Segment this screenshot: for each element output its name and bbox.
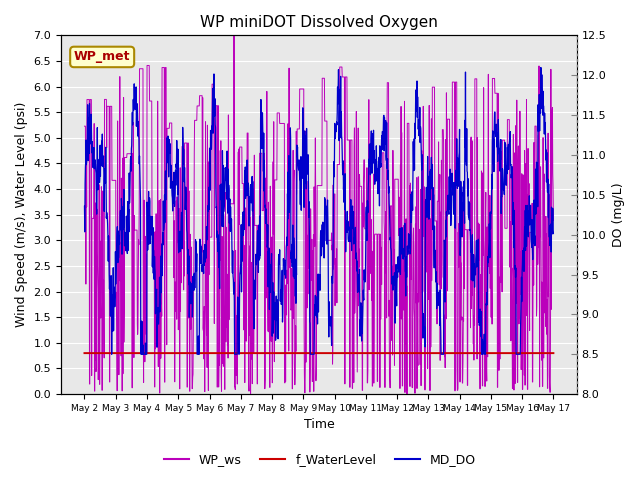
X-axis label: Time: Time (303, 419, 334, 432)
Y-axis label: DO (mg/L): DO (mg/L) (612, 182, 625, 247)
Y-axis label: Wind Speed (m/s), Water Level (psi): Wind Speed (m/s), Water Level (psi) (15, 102, 28, 327)
Text: WP_met: WP_met (74, 50, 131, 63)
Title: WP miniDOT Dissolved Oxygen: WP miniDOT Dissolved Oxygen (200, 15, 438, 30)
Legend: WP_ws, f_WaterLevel, MD_DO: WP_ws, f_WaterLevel, MD_DO (159, 448, 481, 471)
